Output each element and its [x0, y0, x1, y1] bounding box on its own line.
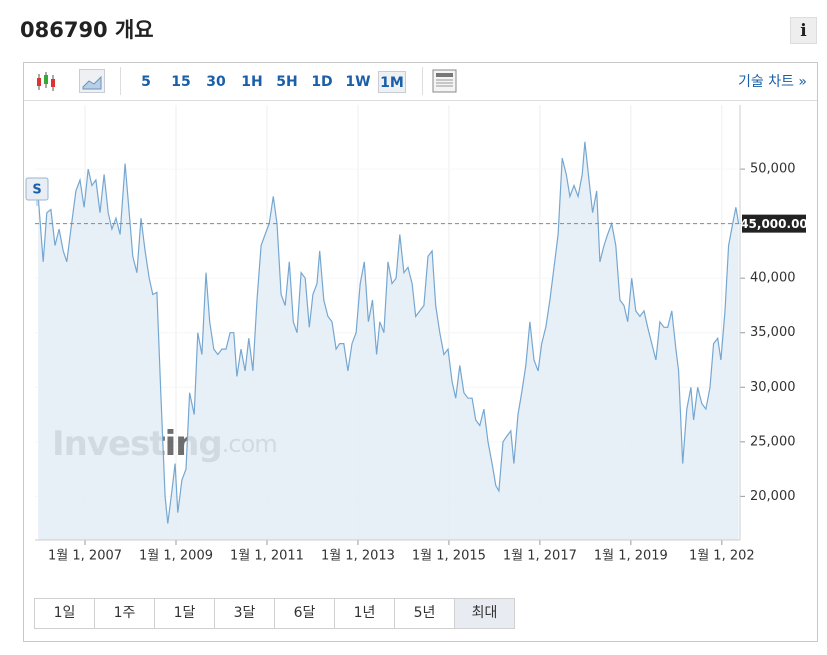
y-tick-label: 20,000 [750, 489, 796, 504]
separator [422, 67, 423, 95]
x-tick-label: 1월 1, 2015 [412, 549, 486, 564]
interval-button[interactable]: 1M [378, 71, 406, 93]
area-icon[interactable] [79, 69, 105, 93]
table-icon[interactable] [432, 69, 458, 94]
range-tab[interactable]: 1일 [34, 598, 95, 629]
chart-widget [23, 62, 818, 642]
price-line [37, 141, 740, 524]
candlestick-icon[interactable] [34, 70, 58, 94]
separator [120, 67, 121, 95]
range-tab[interactable]: 최대 [454, 598, 515, 629]
chart: 1월 1, 2007 1월 1, 2009 1월 1, 2011 1월 1, 2013… [25, 105, 808, 564]
y-tick-label: 40,000 [750, 271, 796, 286]
interval-button[interactable]: 5 [141, 74, 151, 90]
x-tick-label: 1월 1, 2017 [503, 549, 577, 564]
info-button[interactable]: i [790, 17, 817, 44]
current-price-label: 45,000.00 [740, 217, 808, 231]
interval-button[interactable]: 1D [311, 74, 333, 90]
range-tabs: 1일 1주 1달 3달 6달 1년 5년 최대 [34, 598, 515, 629]
current-price-box [742, 214, 806, 233]
interval-button[interactable]: 1W [345, 74, 371, 90]
x-tick-label: 1월 1, 2013 [321, 549, 395, 564]
x-tick-label: 1월 1, 2019 [594, 549, 668, 564]
technical-chart-link[interactable]: 기술 차트 » [738, 74, 807, 90]
x-tick-label: 1월 1, 2007 [48, 549, 122, 564]
range-tab[interactable]: 6달 [274, 598, 335, 629]
x-tick-label: 1월 1, 202 [689, 549, 755, 564]
y-tick-label: 30,000 [750, 380, 796, 395]
interval-button[interactable]: 5H [276, 74, 298, 90]
interval-button[interactable]: 30 [206, 74, 226, 90]
marker-label: S [32, 183, 41, 198]
page-title: 086790 개요 [20, 18, 154, 42]
y-tick-label: 50,000 [750, 162, 796, 177]
range-tab[interactable]: 5년 [394, 598, 455, 629]
interval-button[interactable]: 1H [241, 74, 263, 90]
range-tab[interactable]: 1달 [154, 598, 215, 629]
y-tick-label: 25,000 [750, 434, 796, 449]
range-tab[interactable]: 1년 [334, 598, 395, 629]
range-tab[interactable]: 1주 [94, 598, 155, 629]
toolbar: 5 15 30 1H 5H 1D 1W 1M 기술 차트 » [24, 63, 817, 101]
range-tab[interactable]: 3달 [214, 598, 275, 629]
x-tick-label: 1월 1, 2011 [230, 549, 304, 564]
interval-button[interactable]: 15 [171, 74, 191, 90]
area-fill [38, 141, 739, 541]
x-tick-label: 1월 1, 2009 [139, 549, 213, 564]
area-glyph [82, 75, 102, 90]
y-tick-label: 35,000 [750, 325, 796, 340]
